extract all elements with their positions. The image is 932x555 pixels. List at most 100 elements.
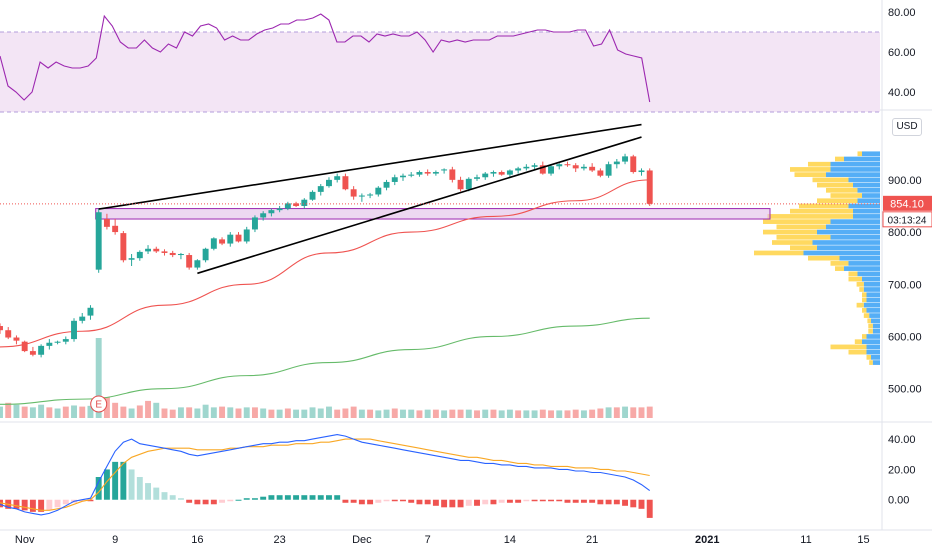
volume-bar [169,409,176,418]
candle-body [613,161,620,165]
price-tick-label: 800.00 [888,227,922,239]
volume-bar [194,408,201,418]
macd-histogram-bar [400,499,406,502]
macd-histogram-bar [251,498,258,500]
volume-profile-down-bar [808,161,831,167]
price-panel: E [0,123,880,413]
volume-profile-up-bar [866,349,880,355]
volume-bar [646,406,653,418]
volume-profile-up-bar [857,198,880,204]
volume-bar [383,409,390,418]
volume-profile-up-bar [812,240,880,245]
volume-profile-up-bar [872,360,880,365]
macd-histogram-bar [243,498,250,500]
volume-profile-down-bar [763,219,831,224]
rsi-tick-label: 60.00 [888,47,916,59]
candle-body [243,229,250,242]
rsi-band [0,32,880,112]
volume-profile-down-bar [830,344,867,350]
volume-bar [515,410,522,418]
macd-histogram-bar [572,499,579,503]
candle-body [145,248,151,252]
volume-bar [556,410,563,418]
macd-histogram-bar [564,499,571,503]
volume-profile-down-bar [862,334,867,339]
volume-profile-down-bar [776,234,831,240]
volume-bar [638,407,645,418]
volume-bar [350,406,357,418]
candle-body [548,166,554,174]
volume-profile-down-bar [859,287,864,292]
macd-histogram-bar [219,499,226,503]
volume-bar [235,408,242,418]
volume-profile-up-bar [863,281,880,287]
candle-body [54,341,61,343]
time-tick-label: 14 [504,534,516,546]
price-tick-label: 500.00 [888,384,922,396]
time-tick-label: 21 [586,534,598,546]
macd-histogram-bar [79,499,86,502]
volume-bar [432,409,439,418]
candle-body [0,326,3,331]
macd-histogram-bar [120,461,127,500]
volume-bar [0,406,3,418]
candle-body [457,179,464,190]
macd-histogram-bar [227,499,234,502]
macd-histogram-bar [630,499,637,508]
candle-body [227,234,234,244]
volume-bar [605,407,612,418]
volume-profile-down-bar [866,355,871,360]
volume-profile-down-bar [835,156,844,162]
candle-body [293,203,300,206]
volume-profile-down-bar [830,193,862,198]
volume-profile-down-bar [863,313,870,318]
volume-profile-down-bar [854,339,862,345]
volume-bar [408,409,415,418]
candle-body [317,186,324,192]
candle-body [161,251,168,253]
macd-histogram-bar [186,499,193,503]
last-price-badge [883,195,932,211]
volume-profile-up-bar [862,276,880,282]
candle-body [482,173,489,178]
candle-body [235,234,242,242]
macd-histogram-bar [317,495,324,500]
candle-body [589,166,596,171]
volume-profile-up-bar [872,323,880,329]
macd-histogram-bar [613,499,620,505]
volume-bar [548,410,554,418]
candle-body [622,156,629,162]
candle-body [120,233,127,261]
candle-body [383,181,390,188]
volume-bar [95,338,102,418]
macd-histogram-bar [153,487,160,500]
candle-body [251,217,258,230]
volume-profile-up-bar [803,250,880,256]
rsi-line [0,13,651,103]
candle-body [87,307,94,316]
candle-body [441,169,448,171]
ema-short-line [0,179,650,348]
candle-body [79,316,86,321]
macd-histogram-bar [342,499,349,503]
volume-bar [613,407,620,418]
volume-profile-up-bar [853,182,880,188]
volume-bar [128,408,135,418]
volume-profile-down-bar [848,271,858,277]
volume-profile-up-bar [844,266,880,271]
candle-body [301,199,308,206]
volume-bar [120,406,127,418]
volume-profile-down-bar [830,261,849,266]
macd-histogram-bar [465,499,472,506]
volume-profile-down-bar [817,182,853,188]
macd-histogram-bar [580,499,587,503]
volume-profile [754,151,880,365]
macd-histogram-bar [482,499,489,505]
volume-bar [597,408,604,418]
volume-bar [506,409,513,418]
macd-histogram-bar [408,499,415,503]
currency-label[interactable]: USD [892,118,922,136]
volume-profile-up-bar [857,187,880,193]
candle-body [400,175,406,178]
